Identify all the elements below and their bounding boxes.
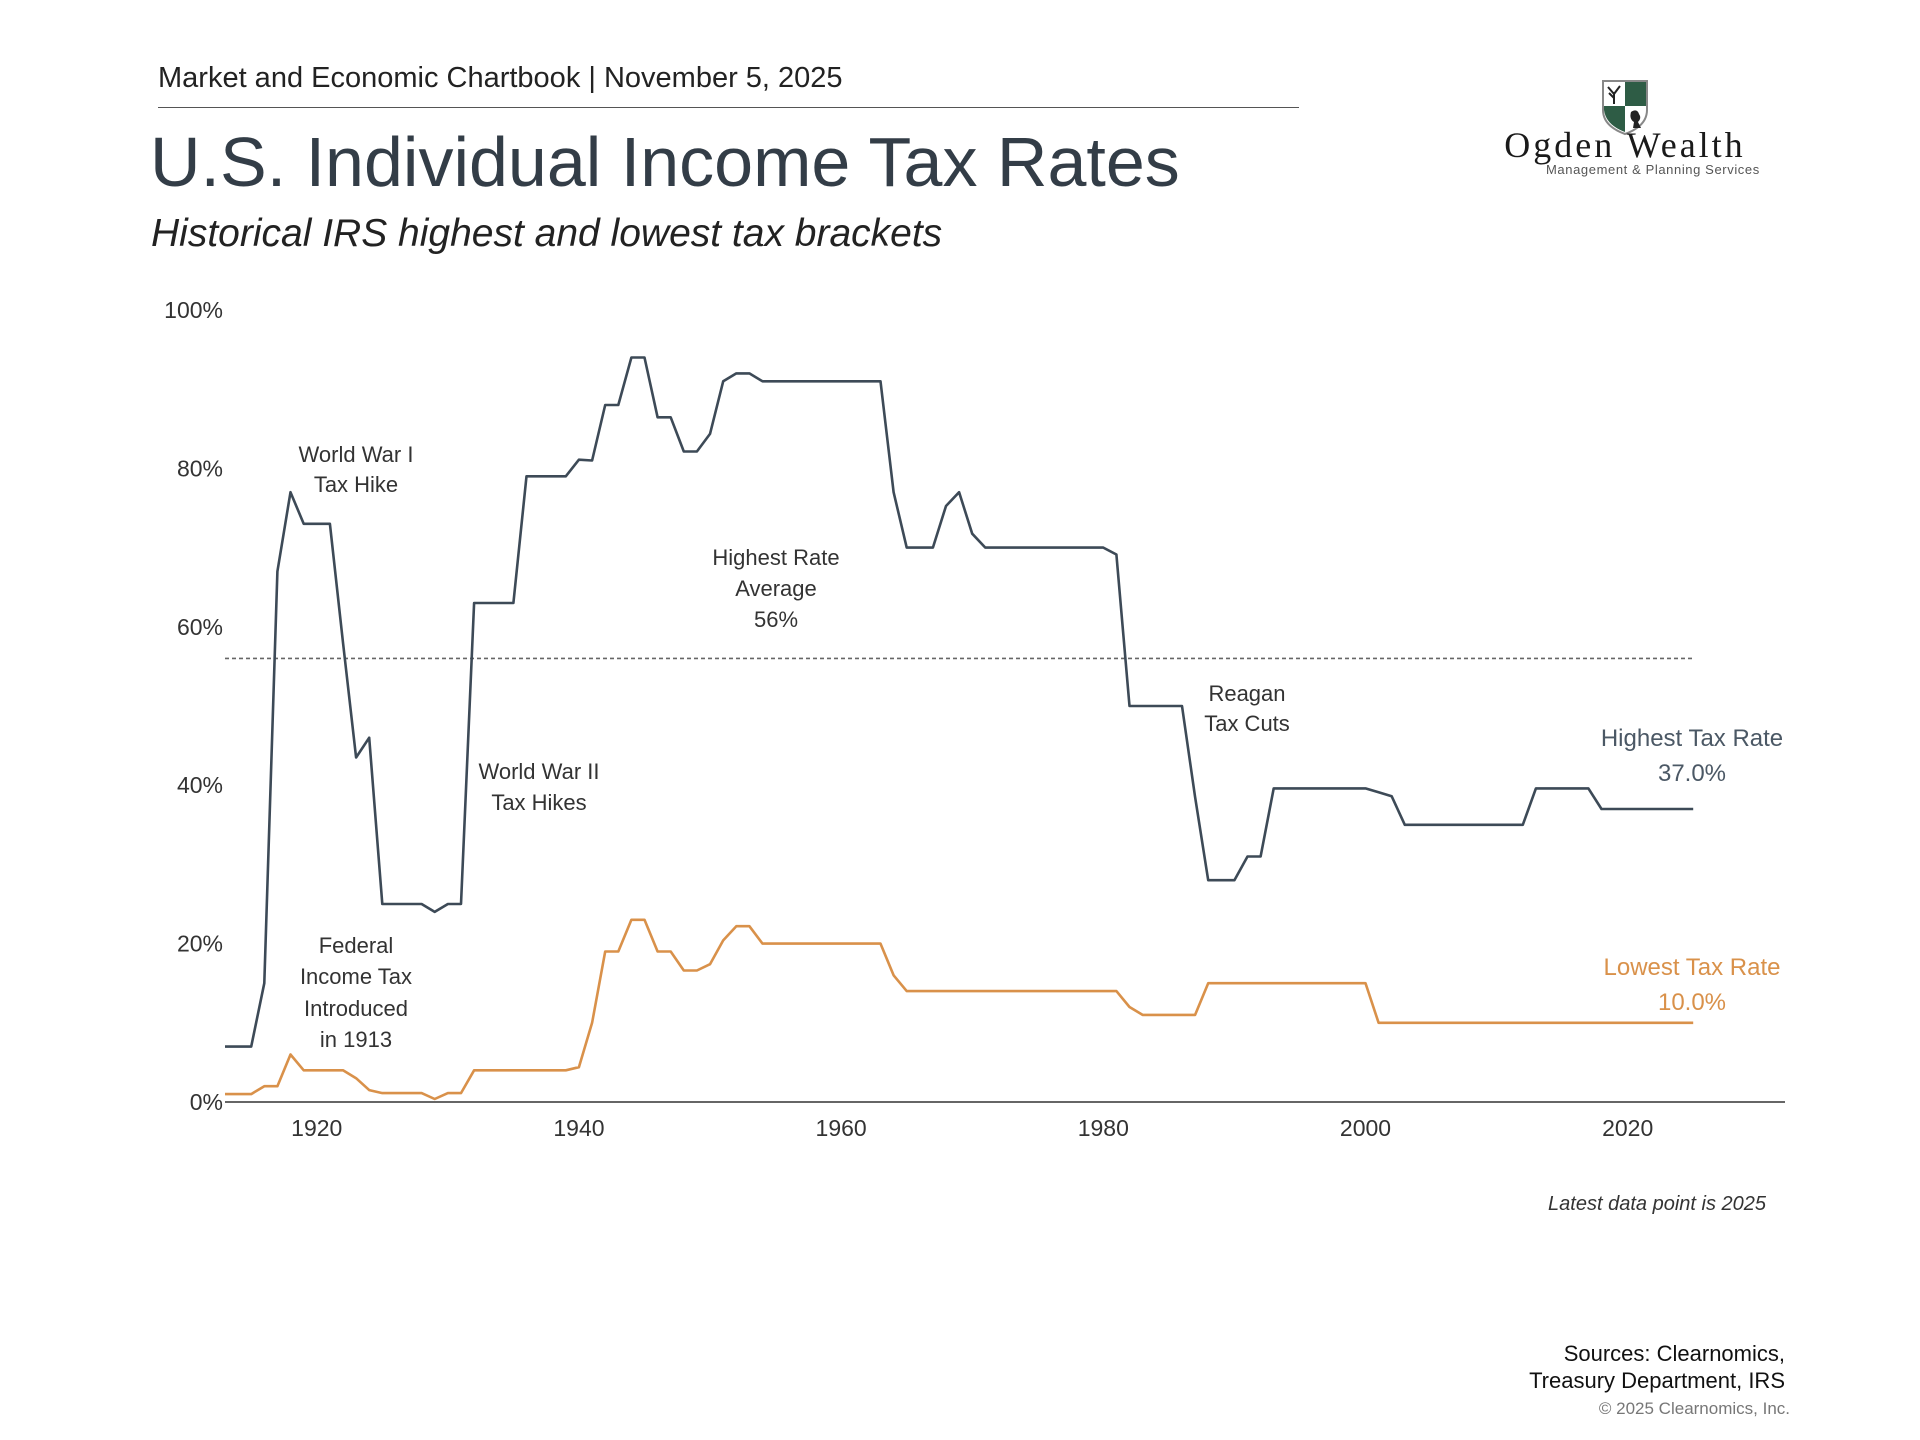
sources-line-1: Sources: Clearnomics, <box>1563 1341 1785 1366</box>
header-divider <box>158 107 1299 108</box>
x-tick-label: 2000 <box>1340 1115 1391 1141</box>
annotation-wwii-line1: World War II <box>478 759 599 784</box>
latest-data-note: Latest data point is 2025 <box>1548 1193 1766 1215</box>
chartbook-header: Market and Economic Chartbook | November… <box>158 62 843 94</box>
lowest-end-value: 10.0% <box>1658 989 1726 1016</box>
x-tick-label: 2020 <box>1602 1115 1653 1141</box>
average-label-line2: Average <box>735 576 817 601</box>
annotation-wwi-line2: Tax Hike <box>314 472 398 497</box>
copyright: © 2025 Clearnomics, Inc. <box>1598 1399 1790 1418</box>
x-tick-label: 1940 <box>553 1115 604 1141</box>
annotations: World War I Tax Hike Highest Rate Averag… <box>299 442 1290 1052</box>
x-axis: 1920 1940 1960 1980 2000 2020 <box>291 1115 1653 1141</box>
ogden-wealth-logo: Ogden Wealth Management & Planning Servi… <box>1470 74 1780 184</box>
logo-tagline: Management & Planning Services <box>1546 162 1760 177</box>
annotation-reagan-line1: Reagan <box>1208 681 1285 706</box>
y-tick-label: 20% <box>177 931 223 957</box>
x-tick-label: 1960 <box>816 1115 867 1141</box>
y-tick-label: 0% <box>190 1089 223 1115</box>
y-axis: 0% 20% 40% 60% 80% 100% <box>164 297 223 1115</box>
annotation-wwi-line1: World War I <box>299 442 414 467</box>
series-labels: Highest Tax Rate 37.0% Lowest Tax Rate 1… <box>1601 725 1783 1016</box>
annotation-federal-line1: Federal <box>319 933 394 958</box>
highest-end-value: 37.0% <box>1658 760 1726 787</box>
logo-name: Ogden Wealth <box>1504 125 1746 165</box>
y-tick-label: 80% <box>177 455 223 481</box>
shield-icon <box>1602 80 1648 136</box>
x-tick-label: 1920 <box>291 1115 342 1141</box>
page-subtitle: Historical IRS highest and lowest tax br… <box>151 212 943 255</box>
sources: Sources: Clearnomics, Treasury Departmen… <box>1529 1340 1785 1394</box>
annotation-federal-line3: Introduced <box>304 996 408 1021</box>
average-label-line1: Highest Rate <box>712 545 839 570</box>
x-tick-label: 1980 <box>1078 1115 1129 1141</box>
lowest-tax-rate-line <box>225 918 1694 1101</box>
series-lines <box>225 356 1694 1101</box>
highest-series-label: Highest Tax Rate <box>1601 725 1783 752</box>
annotation-wwii-line2: Tax Hikes <box>491 790 586 815</box>
highest-tax-rate-line <box>225 356 1694 1048</box>
annotation-federal-line2: Income Tax <box>300 964 412 989</box>
lowest-series-label: Lowest Tax Rate <box>1604 954 1781 981</box>
sources-line-2: Treasury Department, IRS <box>1529 1368 1785 1393</box>
annotation-federal-line4: in 1913 <box>320 1027 392 1052</box>
page-title: U.S. Individual Income Tax Rates <box>150 123 1180 201</box>
y-tick-label: 60% <box>177 614 223 640</box>
average-label-line3: 56% <box>754 607 798 632</box>
y-tick-label: 40% <box>177 772 223 798</box>
annotation-reagan-line2: Tax Cuts <box>1204 711 1290 736</box>
y-tick-label: 100% <box>164 297 223 323</box>
